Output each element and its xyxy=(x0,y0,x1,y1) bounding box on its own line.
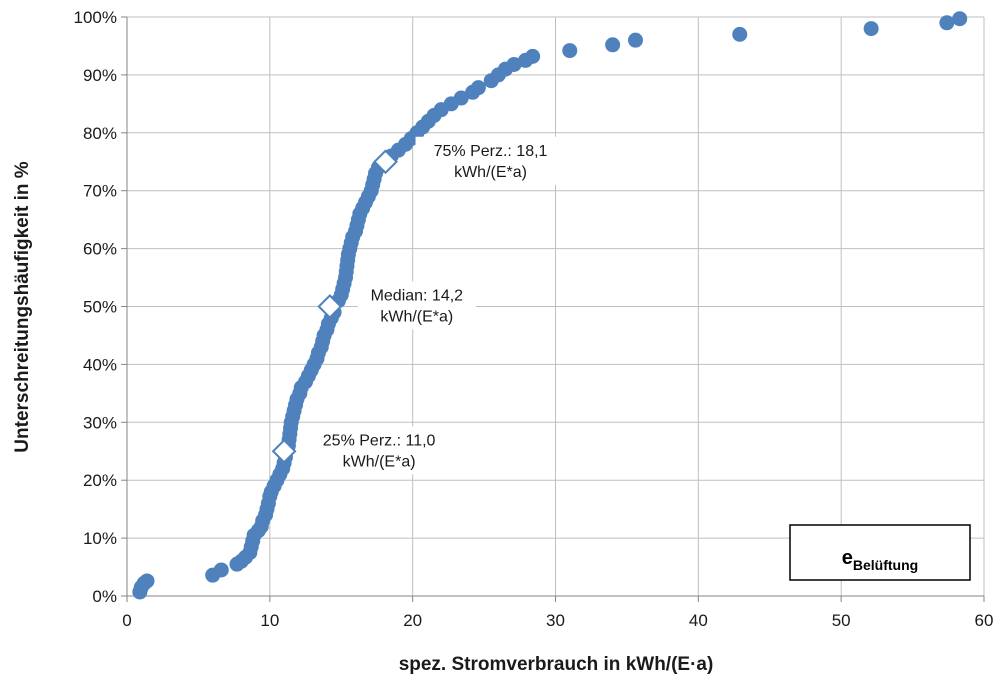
y-tick-label: 80% xyxy=(83,124,117,143)
data-point xyxy=(470,80,486,96)
annotation-label: 75% Perz.: 18,1 xyxy=(434,143,548,160)
data-point xyxy=(562,43,578,59)
y-tick-label: 30% xyxy=(83,413,117,432)
y-tick-label: 10% xyxy=(83,529,117,548)
data-points xyxy=(132,11,968,600)
annotation-sublabel: kWh/(E*a) xyxy=(343,453,416,470)
data-point xyxy=(506,56,522,72)
x-tick-label: 10 xyxy=(260,611,279,630)
y-tick-label: 60% xyxy=(83,240,117,259)
x-tick-label: 0 xyxy=(122,611,131,630)
data-point xyxy=(732,26,748,42)
annotation-box xyxy=(314,426,445,475)
x-tick-label: 50 xyxy=(832,611,851,630)
percentile-marker xyxy=(271,438,297,464)
annotation-sublabel: kWh/(E*a) xyxy=(380,309,453,326)
percentile-annotations: 25% Perz.: 11,0 kWh/(E*a) Median: 14,2 kWh/… xyxy=(271,136,566,475)
axes xyxy=(121,16,985,602)
annotation-sublabel: kWh/(E*a) xyxy=(454,164,527,181)
annotation-label: Median: 14,2 xyxy=(371,288,464,305)
legend-frame xyxy=(789,524,971,581)
y-tick-label: 70% xyxy=(83,182,117,201)
data-point xyxy=(627,32,643,48)
x-tick-label: 40 xyxy=(689,611,708,630)
x-tick-label: 60 xyxy=(975,611,993,630)
legend-symbol: e xyxy=(842,547,853,569)
data-point xyxy=(525,48,541,64)
data-point xyxy=(453,90,469,106)
y-axis-title: Unterschreitungshäufigkeit in % xyxy=(12,161,33,452)
data-point xyxy=(939,15,955,31)
y-tick-label: 0% xyxy=(92,587,117,606)
y-tick-label: 90% xyxy=(83,66,117,85)
legend-box: eBelüftung xyxy=(789,524,971,581)
x-tick-label: 30 xyxy=(546,611,565,630)
x-tick-label: 20 xyxy=(403,611,422,630)
y-tick-label: 50% xyxy=(83,298,117,317)
data-point xyxy=(605,37,621,53)
annotation-label: 25% Perz.: 11,0 xyxy=(323,432,436,449)
x-axis-title: spez. Stromverbrauch in kWh/(E·a) xyxy=(399,654,714,675)
annotation-box xyxy=(357,281,476,330)
data-point xyxy=(139,573,155,589)
y-tick-label: 100% xyxy=(74,8,117,27)
annotation-box xyxy=(415,136,566,185)
data-point xyxy=(952,11,968,27)
y-tick-label: 20% xyxy=(83,471,117,490)
data-point xyxy=(863,21,879,37)
x-tick-labels: 0 10 20 30 40 50 60 xyxy=(122,611,993,630)
y-tick-label: 40% xyxy=(83,355,117,374)
percentile-marker xyxy=(373,149,398,175)
legend-label: eBelüftung xyxy=(842,547,918,573)
data-point xyxy=(213,562,229,578)
legend-subscript: Belüftung xyxy=(853,557,918,573)
percentile-marker xyxy=(317,294,343,319)
y-tick-labels: 0% 10% 20% 30% 40% 50% 60% 70% 80% 90% 100% xyxy=(74,8,117,606)
